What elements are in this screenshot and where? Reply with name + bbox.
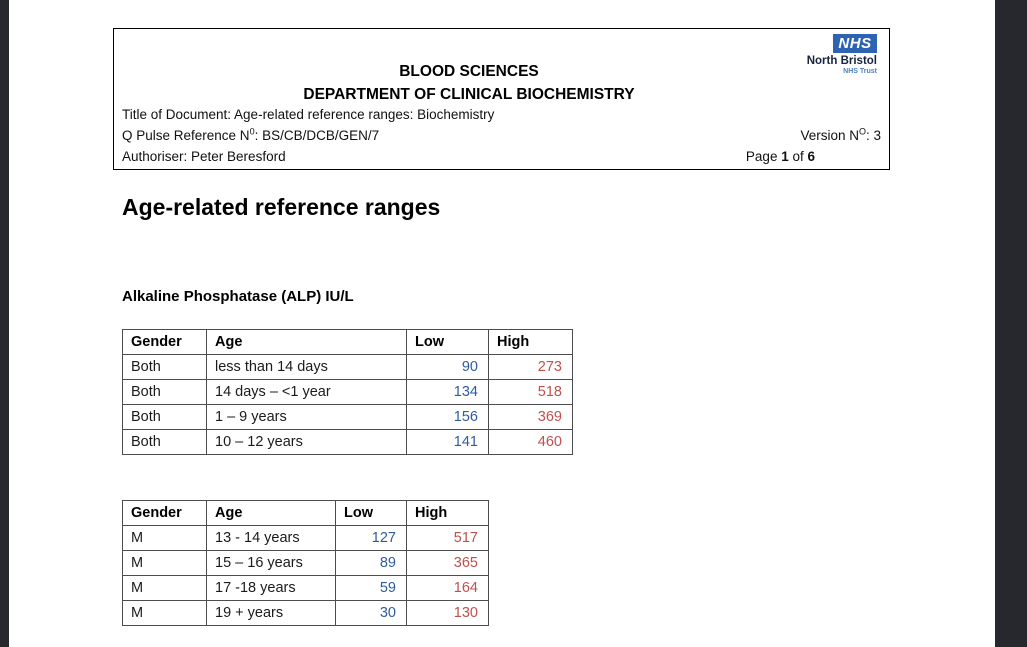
column-header-high: High — [406, 500, 489, 526]
section-heading-alp: Alkaline Phosphatase (ALP) IU/L — [122, 288, 354, 305]
table-header-row: Gender Age Low High — [122, 500, 489, 526]
column-header-low: Low — [406, 329, 489, 355]
table-cell-gender: M — [122, 600, 207, 626]
nhs-logo-icon: NHS — [833, 34, 877, 53]
nhs-logo-trust-label: NHS Trust — [843, 68, 877, 75]
table-cell-high: 460 — [488, 429, 573, 455]
table-cell-gender: Both — [122, 429, 207, 455]
page-title: Age-related reference ranges — [122, 194, 441, 220]
table-cell-low: 141 — [406, 429, 489, 455]
document-header-box: NHS North Bristol NHS Trust BLOOD SCIENC… — [113, 28, 890, 170]
table-cell-high: 365 — [406, 550, 489, 576]
version-prefix: Version N — [800, 128, 859, 143]
table-cell-low: 30 — [335, 600, 407, 626]
table-cell-age: 14 days – <1 year — [206, 379, 407, 405]
page-current: 1 — [781, 149, 789, 164]
table-cell-low: 89 — [335, 550, 407, 576]
column-header-age: Age — [206, 500, 336, 526]
table-row: M 17 -18 years 59 164 — [122, 575, 489, 601]
table-cell-age: less than 14 days — [206, 354, 407, 380]
table-cell-gender: Both — [122, 379, 207, 405]
window-edge-left — [0, 0, 9, 647]
table-cell-age: 10 – 12 years — [206, 429, 407, 455]
column-header-gender: Gender — [122, 500, 207, 526]
qpulse-prefix: Q Pulse Reference N — [122, 128, 250, 143]
table-cell-low: 156 — [406, 404, 489, 430]
table-cell-gender: Both — [122, 354, 207, 380]
table-cell-gender: M — [122, 550, 207, 576]
page-of-label: of — [788, 149, 808, 164]
table-cell-high: 369 — [488, 404, 573, 430]
table-row: Both less than 14 days 90 273 — [122, 354, 573, 380]
column-header-gender: Gender — [122, 329, 207, 355]
nhs-logo: NHS North Bristol NHS Trust — [791, 34, 877, 75]
table-row: Both 10 – 12 years 141 460 — [122, 429, 573, 455]
table-row: M 13 - 14 years 127 517 — [122, 525, 489, 551]
page-total: 6 — [807, 149, 815, 164]
table-cell-low: 90 — [406, 354, 489, 380]
table-cell-low: 127 — [335, 525, 407, 551]
table-cell-age: 13 - 14 years — [206, 525, 336, 551]
table-cell-age: 17 -18 years — [206, 575, 336, 601]
qpulse-value: : BS/CB/DCB/GEN/7 — [254, 128, 380, 143]
qpulse-reference-line: Q Pulse Reference N0: BS/CB/DCB/GEN/7 — [122, 126, 380, 143]
header-title-line2: DEPARTMENT OF CLINICAL BIOCHEMISTRY — [303, 86, 635, 103]
table-cell-gender: M — [122, 525, 207, 551]
version-value: : 3 — [865, 128, 881, 143]
document-title-line: Title of Document: Age-related reference… — [122, 107, 495, 122]
table-cell-age: 19 + years — [206, 600, 336, 626]
header-title-line1: BLOOD SCIENCES — [399, 63, 539, 80]
table-cell-age: 15 – 16 years — [206, 550, 336, 576]
table-row: Both 1 – 9 years 156 369 — [122, 404, 573, 430]
table-row: M 15 – 16 years 89 365 — [122, 550, 489, 576]
reference-table-both: Gender Age Low High Both less than 14 days 90 2… — [122, 329, 573, 455]
table-cell-low: 59 — [335, 575, 407, 601]
reference-table-male: Gender Age Low High M 13 - 14 years 127 517 M 15 … — [122, 500, 489, 626]
version-line: Version NO: 3 — [800, 126, 881, 143]
table-cell-age: 1 – 9 years — [206, 404, 407, 430]
table-cell-high: 273 — [488, 354, 573, 380]
column-header-low: Low — [335, 500, 407, 526]
table-cell-gender: M — [122, 575, 207, 601]
page-label: Page — [745, 149, 782, 164]
table-cell-low: 134 — [406, 379, 489, 405]
table-row: Both 14 days – <1 year 134 518 — [122, 379, 573, 405]
page-number-line: Page 1 of 6 — [746, 149, 815, 164]
version-superscript: O — [858, 126, 866, 137]
table-cell-high: 518 — [488, 379, 573, 405]
table-cell-high: 164 — [406, 575, 489, 601]
table-cell-high: 130 — [406, 600, 489, 626]
window-edge-right — [995, 0, 1027, 647]
table-cell-gender: Both — [122, 404, 207, 430]
authoriser-line: Authoriser: Peter Beresford — [122, 149, 286, 164]
qpulse-superscript: 0 — [249, 126, 255, 137]
table-cell-high: 517 — [406, 525, 489, 551]
table-header-row: Gender Age Low High — [122, 329, 573, 355]
nhs-logo-org-name: North Bristol — [806, 55, 877, 67]
column-header-age: Age — [206, 329, 407, 355]
column-header-high: High — [488, 329, 573, 355]
table-row: M 19 + years 30 130 — [122, 600, 489, 626]
